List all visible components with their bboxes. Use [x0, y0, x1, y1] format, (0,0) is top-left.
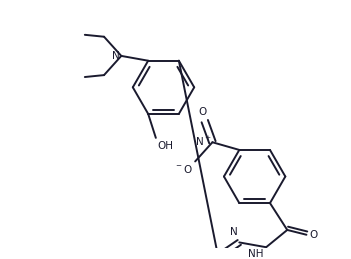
Text: N$^+$: N$^+$	[195, 135, 211, 148]
Text: $^-$O: $^-$O	[174, 163, 193, 175]
Text: OH: OH	[158, 141, 174, 151]
Text: NH: NH	[248, 249, 263, 259]
Text: O: O	[199, 107, 207, 117]
Text: N: N	[112, 51, 119, 61]
Text: O: O	[309, 230, 318, 240]
Text: N: N	[230, 227, 237, 237]
